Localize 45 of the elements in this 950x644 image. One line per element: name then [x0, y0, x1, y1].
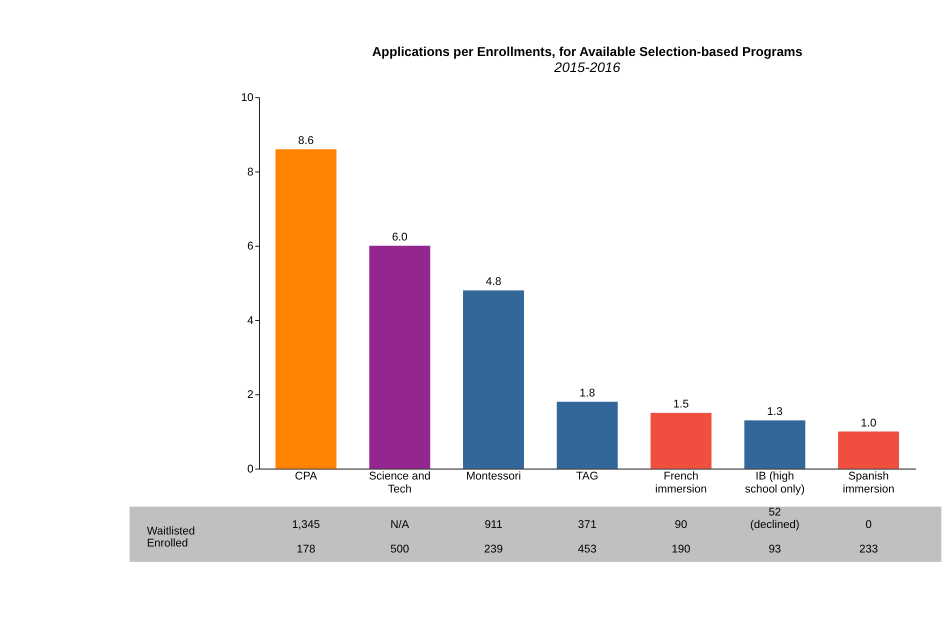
text: 371: [578, 519, 597, 532]
x-tick-label: Science and Tech: [368, 470, 431, 496]
text: 239: [484, 543, 503, 556]
x-tick-label: TAG: [576, 470, 598, 482]
data-label: 1.3: [767, 406, 783, 418]
text: 0: [865, 519, 872, 532]
y-tick-label: 10: [240, 92, 254, 104]
data-label: 1.8: [579, 388, 596, 400]
text: 911: [484, 519, 502, 532]
bar: [744, 420, 806, 469]
bar: [369, 246, 430, 469]
bar: [276, 149, 336, 469]
text: 190: [672, 543, 690, 556]
x-tick-label: French immersion: [655, 470, 707, 496]
y-tick-label: 2: [247, 389, 254, 402]
text: 1,345: [292, 519, 320, 532]
text: 52 (declined): [750, 506, 800, 532]
y-tick-label: 6: [247, 240, 254, 253]
data-label: 8.6: [298, 135, 314, 148]
data-label: 4.8: [486, 276, 502, 288]
text: 93: [768, 543, 782, 556]
text: Enrolled: [146, 537, 188, 550]
bar: [463, 290, 524, 469]
text: N/A: [390, 519, 410, 532]
text: 233: [859, 543, 878, 556]
data-label: 1.0: [860, 417, 876, 430]
text: 178: [296, 543, 316, 556]
y-tick-label: 8: [247, 166, 254, 178]
x-tick-label: CPA: [294, 470, 318, 482]
x-tick-label: IB (high school only): [744, 470, 805, 496]
y-tick-label: 0: [247, 464, 254, 476]
bar: [650, 412, 712, 469]
x-tick-label: Montessori: [466, 470, 521, 482]
text: 453: [578, 543, 597, 556]
x-tick-label: Spanish immersion: [842, 470, 894, 496]
data-label: 6.0: [392, 232, 408, 244]
data-label: 1.5: [673, 398, 689, 411]
text: 500: [390, 543, 410, 556]
chart-subtitle: 2015-2016: [553, 59, 621, 76]
bar: [556, 402, 618, 469]
y-tick-label: 4: [247, 314, 254, 327]
chart-title: Applications per Enrollments, for Available Selection-based Programs: [372, 44, 802, 59]
text: 90: [674, 519, 688, 532]
text: Waitlisted: [146, 525, 196, 538]
bar: [838, 431, 900, 469]
